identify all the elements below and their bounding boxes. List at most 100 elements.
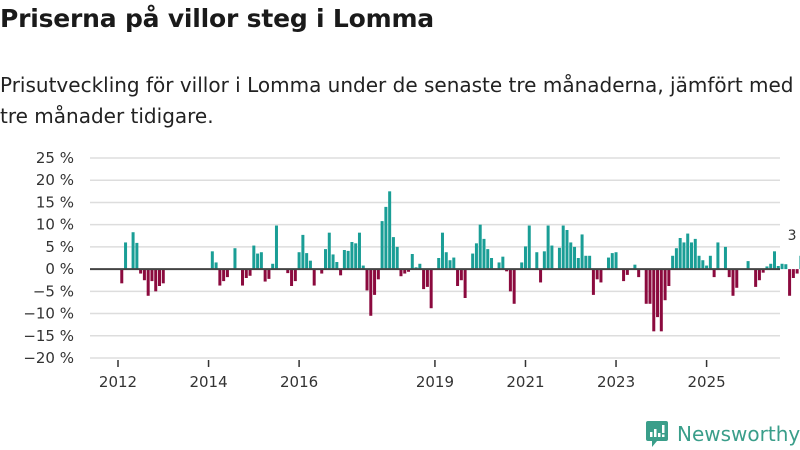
bar xyxy=(731,269,735,296)
x-tick-label: 2023 xyxy=(597,373,635,391)
bar xyxy=(369,269,373,316)
bar xyxy=(776,266,780,270)
x-tick-label: 2012 xyxy=(99,373,137,391)
bar xyxy=(757,269,761,281)
bar xyxy=(376,269,380,280)
bar xyxy=(565,230,569,270)
bar xyxy=(471,253,475,270)
y-tick-label: 25 % xyxy=(36,149,74,167)
y-tick-label: 15 % xyxy=(36,193,74,211)
bar xyxy=(557,247,561,270)
bar xyxy=(512,269,516,304)
bar xyxy=(354,243,358,270)
bar xyxy=(158,269,161,286)
bar xyxy=(633,264,637,270)
bar xyxy=(523,246,527,270)
bar xyxy=(606,257,610,270)
bar xyxy=(761,269,765,273)
bar xyxy=(422,269,426,290)
bar xyxy=(324,249,328,270)
bar xyxy=(350,242,354,270)
bar xyxy=(723,246,727,270)
y-tick-label: 10 % xyxy=(36,216,74,234)
bar xyxy=(399,269,403,277)
bar xyxy=(312,269,316,286)
bar xyxy=(610,253,614,270)
bar xyxy=(395,246,399,270)
bar xyxy=(527,225,531,270)
bar xyxy=(244,269,248,278)
bar xyxy=(418,263,422,270)
x-tick-label: 2025 xyxy=(687,373,725,391)
bar xyxy=(297,252,301,270)
bar xyxy=(497,262,501,270)
bar xyxy=(214,262,218,270)
bar xyxy=(727,269,731,278)
bar xyxy=(267,269,271,279)
bar xyxy=(580,234,584,270)
bar xyxy=(591,269,595,295)
bar xyxy=(769,263,773,270)
y-tick-label: 0 % xyxy=(45,260,74,278)
bar xyxy=(373,269,377,295)
last-value-annotation: 3 % xyxy=(788,228,800,244)
bar xyxy=(667,269,671,286)
bar xyxy=(795,269,799,274)
bar xyxy=(735,269,739,288)
bar xyxy=(146,269,150,296)
bar xyxy=(263,269,267,282)
bar xyxy=(701,260,705,270)
bar xyxy=(674,248,678,270)
bar xyxy=(120,269,124,284)
bar xyxy=(293,269,297,282)
bar xyxy=(648,269,652,304)
bar xyxy=(429,269,433,309)
bar xyxy=(791,269,795,278)
bar xyxy=(444,252,448,270)
x-tick-label: 2021 xyxy=(506,373,544,391)
grid-lines xyxy=(90,157,780,359)
y-tick-label: −20 % xyxy=(23,349,74,367)
bar xyxy=(550,245,554,270)
bar xyxy=(765,266,769,270)
bar xyxy=(463,269,467,298)
bar xyxy=(440,232,444,270)
bar xyxy=(501,256,505,270)
newsworthy-logo[interactable]: Newsworthy xyxy=(645,420,800,448)
bar xyxy=(712,269,716,278)
bar xyxy=(142,269,146,281)
bar xyxy=(754,269,758,287)
bar xyxy=(425,269,429,287)
chart-subtitle: Prisutveckling för villor i Lomma under … xyxy=(0,73,794,128)
bar xyxy=(139,269,143,274)
bar xyxy=(339,269,343,276)
x-tick-label: 2014 xyxy=(189,373,227,391)
bar xyxy=(784,264,788,270)
chart-title: Priserna på villor steg i Lomma xyxy=(0,4,434,33)
bar xyxy=(659,269,663,332)
y-tick-label: 20 % xyxy=(36,171,74,189)
y-tick-label: −5 % xyxy=(33,282,74,300)
y-axis-labels: 25 % 20 % 15 % 10 % 5 % 0 % −5 % −10 % −15 % −20 … xyxy=(23,149,74,367)
bars xyxy=(120,191,800,332)
bar xyxy=(637,269,641,278)
bar xyxy=(248,269,252,276)
bar xyxy=(561,225,565,270)
bar xyxy=(588,255,592,270)
y-tick-label: −10 % xyxy=(23,305,74,323)
bar xyxy=(161,269,165,284)
bar xyxy=(448,260,452,270)
bar xyxy=(305,253,309,270)
bar xyxy=(693,238,697,270)
bar xyxy=(773,251,776,270)
bar xyxy=(361,265,365,270)
bar xyxy=(410,254,414,270)
bar xyxy=(705,265,709,270)
bar xyxy=(222,269,226,282)
bar xyxy=(452,257,456,270)
bar xyxy=(644,269,648,304)
bar xyxy=(327,232,331,270)
brand-name: Newsworthy xyxy=(677,422,800,446)
bar xyxy=(342,250,346,270)
